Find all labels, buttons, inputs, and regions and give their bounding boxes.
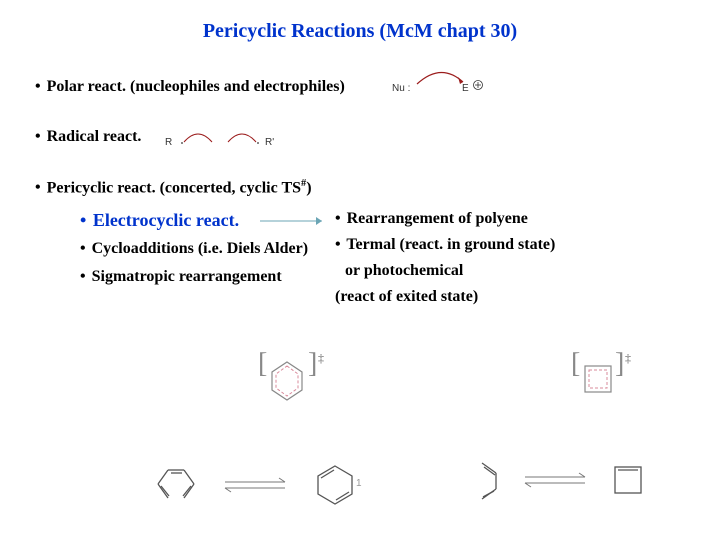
label-r: R [165, 137, 172, 148]
radical-arcs-icon [178, 128, 268, 146]
reaction-hexatriene-icon [140, 440, 400, 510]
plus-circle-icon [472, 79, 484, 91]
svg-text:‡: ‡ [625, 351, 631, 365]
ts-hexagon-icon: [ ] ‡ [250, 350, 330, 420]
reaction-butadiene-icon [470, 445, 700, 505]
bullet-pericyclic: Pericyclic react. (concerted, cyclic TS#… [35, 178, 312, 197]
page-number: 1 [356, 478, 362, 489]
sub-electrocyclic: Electrocyclic react. [80, 210, 239, 231]
curved-arrow-icon [413, 66, 468, 88]
sub-photochemical: or photochemical [345, 262, 463, 280]
svg-text:[: [ [571, 350, 580, 379]
sub-rearrangement: Rearrangement of polyene [335, 210, 528, 228]
label-nu: Nu : [392, 83, 410, 94]
sub-exited: (react of exited state) [335, 288, 478, 306]
sub-termal: Termal (react. in ground state) [335, 236, 555, 254]
sub-sigmatropic: Sigmatropic rearrangement [80, 268, 282, 286]
svg-text:]: ] [615, 350, 624, 379]
sub-cycloadditions: Cycloadditions (i.e. Diels Alder) [80, 240, 308, 258]
svg-text:‡: ‡ [318, 351, 324, 365]
bullet-radical: Radical react. [35, 128, 141, 146]
svg-text:]: ] [308, 350, 317, 379]
ts-square-icon: [ ] ‡ [565, 350, 640, 415]
bullet-polar: Polar react. (nucleophiles and electroph… [35, 78, 345, 96]
horizontal-arrow-icon [260, 216, 330, 226]
page-title: Pericyclic Reactions (McM chapt 30) [0, 0, 720, 43]
svg-text:[: [ [258, 350, 267, 379]
